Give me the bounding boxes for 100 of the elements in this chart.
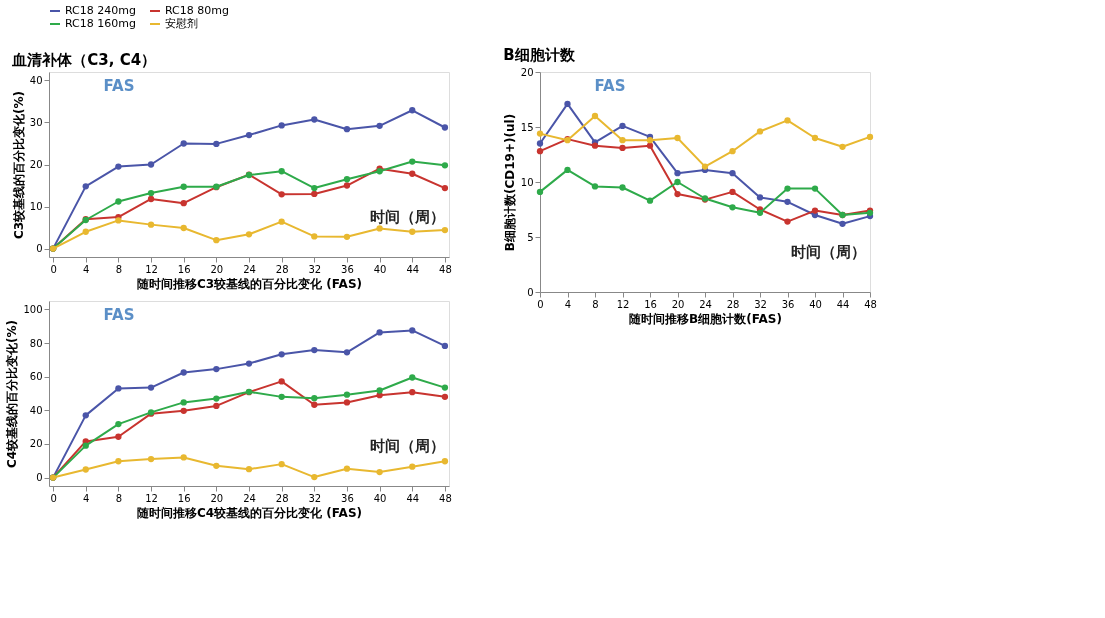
point <box>441 162 449 169</box>
point <box>811 207 819 214</box>
x-tick-label: 28 <box>275 263 289 275</box>
point <box>646 137 654 144</box>
annotation: FAS <box>103 77 135 95</box>
y-tick-label: 10 <box>29 201 43 213</box>
point <box>619 144 626 152</box>
y-tick-label: 60 <box>29 371 43 383</box>
x-tick-label: 36 <box>341 263 354 275</box>
y-tick-label: 20 <box>29 438 43 450</box>
point <box>311 116 318 123</box>
y-axis-title: C3较基线的百分比变化(%) <box>11 90 26 240</box>
y-tick-label: 100 <box>23 303 43 315</box>
x-tick-label: 44 <box>406 263 420 275</box>
y-tick-label: 20 <box>520 66 534 78</box>
point <box>278 378 285 385</box>
x-tick-label: 32 <box>308 492 322 504</box>
point <box>343 126 351 133</box>
point <box>674 178 681 186</box>
point <box>376 468 383 476</box>
x-tick-label: 40 <box>373 263 387 275</box>
point <box>756 194 764 201</box>
x-tick-label: 20 <box>210 492 224 504</box>
x-tick-label: 4 <box>564 298 572 310</box>
point <box>343 233 351 240</box>
point <box>376 225 383 232</box>
x-tick-label: 20 <box>210 263 224 275</box>
point <box>278 168 285 175</box>
point <box>311 473 318 481</box>
point <box>245 360 253 367</box>
point <box>278 460 285 468</box>
x-tick-label: 44 <box>836 298 850 310</box>
point <box>147 189 155 197</box>
point <box>756 128 764 135</box>
point <box>619 137 626 144</box>
annotation: 时间（周） <box>370 208 445 226</box>
point <box>441 124 449 131</box>
point <box>311 346 318 354</box>
point <box>784 198 791 205</box>
y-axis-title: C4较基线的百分比变化(%) <box>5 319 20 469</box>
point <box>784 185 791 192</box>
point <box>278 122 285 129</box>
point <box>376 387 383 394</box>
legend-label: 安慰剂 <box>165 17 198 30</box>
point <box>376 122 383 129</box>
x-axis-title: 随时间推移B细胞计数(FAS) <box>629 311 782 326</box>
x-tick-label: 28 <box>726 298 740 310</box>
point <box>278 218 285 225</box>
x-tick-label: 20 <box>671 298 685 310</box>
point <box>536 188 544 196</box>
x-tick-label: 0 <box>537 298 544 310</box>
point <box>409 389 416 396</box>
point <box>564 166 571 174</box>
x-tick-label: 40 <box>373 492 387 504</box>
point <box>729 148 736 155</box>
annotation: FAS <box>594 77 626 95</box>
point <box>213 462 220 469</box>
x-tick-label: 8 <box>115 263 123 275</box>
point <box>409 228 416 235</box>
point <box>646 142 654 149</box>
point <box>180 140 187 147</box>
y-tick-label: 0 <box>36 472 43 484</box>
x-tick-label: 36 <box>341 492 354 504</box>
legend-label: RC18 240mg <box>65 4 136 17</box>
point <box>115 433 122 440</box>
point <box>729 188 736 196</box>
point <box>441 393 449 401</box>
point <box>115 458 122 465</box>
x-tick-label: 48 <box>439 263 452 275</box>
x-tick-label: 44 <box>406 492 420 504</box>
x-tick-label: 16 <box>177 492 191 504</box>
point <box>409 463 416 470</box>
point <box>147 195 155 203</box>
point <box>343 465 351 472</box>
x-tick-label: 32 <box>754 298 767 310</box>
point <box>441 342 449 350</box>
x-tick-label: 4 <box>83 263 90 275</box>
point <box>409 374 416 381</box>
point <box>784 117 791 124</box>
y-tick-label: 0 <box>36 243 43 255</box>
point <box>729 170 736 177</box>
annotation: 时间（周） <box>791 243 866 261</box>
point <box>343 349 351 356</box>
x-tick-label: 8 <box>592 298 599 310</box>
point <box>839 143 846 150</box>
point <box>784 218 791 225</box>
point <box>729 204 736 211</box>
point <box>213 395 220 402</box>
point <box>409 158 416 165</box>
point <box>180 369 187 376</box>
point <box>536 148 544 155</box>
y-tick-label: 40 <box>29 74 43 86</box>
x-tick-label: 0 <box>50 492 57 504</box>
point <box>441 184 449 192</box>
point <box>278 393 285 401</box>
point <box>409 170 416 177</box>
x-tick-label: 40 <box>809 298 822 310</box>
point <box>115 420 122 428</box>
point <box>245 231 253 238</box>
point <box>811 185 819 192</box>
